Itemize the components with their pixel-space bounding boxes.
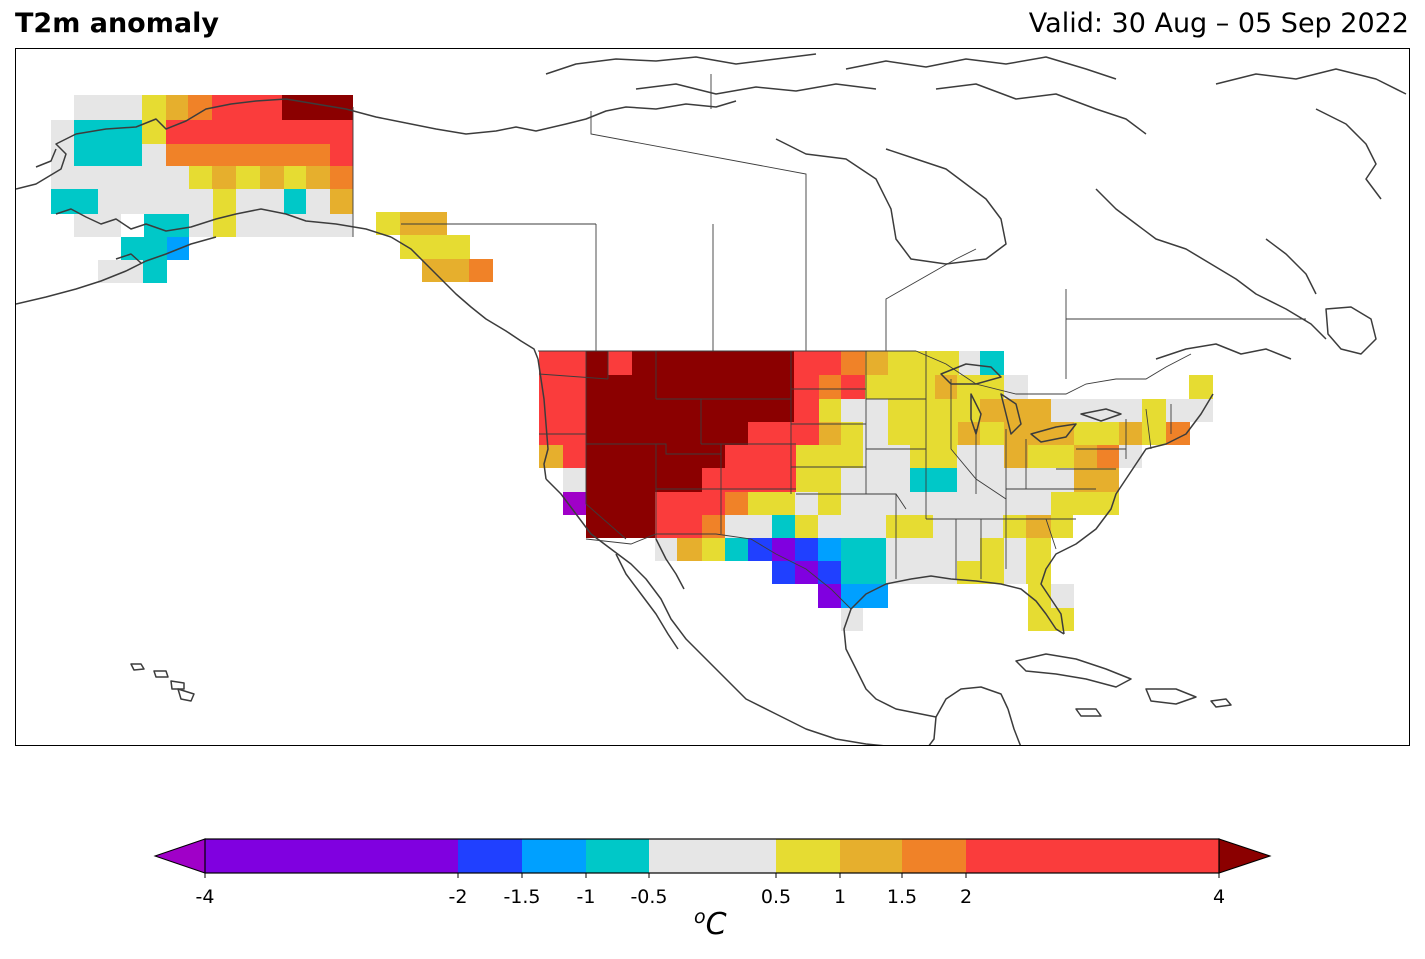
anomaly-map (16, 53, 1407, 745)
colorbar-tick-label: -2 (449, 886, 468, 908)
valid-period: Valid: 30 Aug – 05 Sep 2022 (1028, 8, 1409, 39)
colorbar-segment (902, 839, 966, 873)
colorbar-segment (840, 839, 902, 873)
colorbar-tick-label: -1 (577, 886, 596, 908)
colorbar-tick-label: -0.5 (630, 886, 667, 908)
colorbar-under-arrow (153, 838, 206, 874)
colorbar-tick-label: 2 (960, 886, 972, 908)
colorbar-tick-label: -4 (196, 886, 215, 908)
colorbar-tick-label: -1.5 (503, 886, 540, 908)
colorbar-tick-label: 4 (1213, 886, 1225, 908)
colorbar-segment (458, 839, 522, 873)
colorbar-tick-label: 0.5 (761, 886, 791, 908)
colorbar-unit: oC (694, 906, 727, 942)
map-title: T2m anomaly (15, 8, 219, 39)
colorbar-segment (776, 839, 840, 873)
colorbar-segment (649, 839, 776, 873)
map-panel (15, 48, 1410, 746)
colorbar-segment (205, 839, 458, 873)
colorbar-outline (204, 838, 1220, 874)
colorbar-tick-label: 1.5 (887, 886, 917, 908)
colorbar-over-arrow (1218, 838, 1272, 874)
colorbar-tick-label: 1 (834, 886, 846, 908)
borders (352, 74, 1306, 610)
coastlines (16, 53, 1407, 745)
anomaly-cells (51, 95, 1213, 631)
colorbar-segment (522, 839, 586, 873)
colorbar-segment (966, 839, 1219, 873)
colorbar-segment (586, 839, 649, 873)
